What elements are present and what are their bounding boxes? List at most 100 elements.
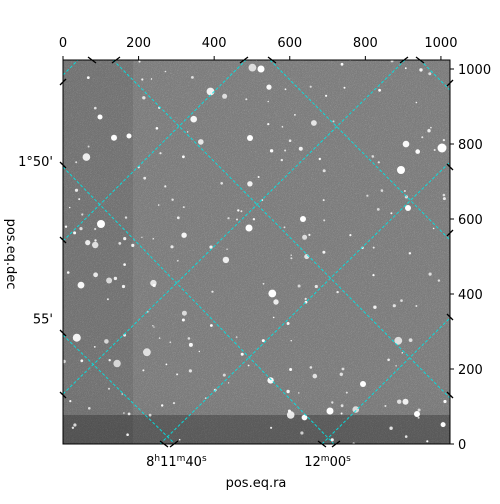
- star: [188, 342, 193, 347]
- star: [123, 263, 126, 266]
- ra-tick-label: 12m00s: [304, 454, 351, 470]
- top-pixel-axis: 0 200 400 600 800 1000: [59, 36, 457, 60]
- star: [176, 216, 180, 220]
- star: [371, 155, 375, 158]
- star: [442, 193, 446, 197]
- star: [158, 337, 161, 339]
- star: [245, 98, 248, 101]
- star: [187, 337, 191, 340]
- edge-tick: [59, 391, 67, 399]
- edge-ticks: [59, 56, 454, 448]
- star: [131, 243, 135, 247]
- bright-star: [405, 205, 411, 211]
- star: [182, 155, 185, 159]
- star: [349, 234, 352, 237]
- star: [378, 88, 381, 92]
- star: [94, 227, 97, 231]
- dec-axis: 1°50' 55': [18, 155, 53, 328]
- star: [148, 413, 152, 417]
- star: [312, 373, 318, 379]
- star: [106, 277, 113, 284]
- star: [430, 126, 432, 129]
- star: [261, 339, 265, 343]
- star: [93, 346, 96, 348]
- star: [415, 101, 418, 104]
- star: [143, 348, 151, 357]
- star: [227, 217, 230, 220]
- star: [268, 289, 277, 298]
- star: [384, 405, 387, 407]
- star: [181, 310, 187, 316]
- edge-tick: [59, 236, 67, 244]
- grid-line: [63, 166, 335, 444]
- star: [372, 274, 375, 277]
- bright-star: [126, 133, 132, 139]
- star: [266, 84, 272, 90]
- star: [164, 70, 167, 73]
- star: [301, 414, 308, 421]
- edge-tick: [415, 56, 425, 64]
- star: [181, 232, 187, 238]
- star: [73, 423, 77, 427]
- star: [138, 60, 141, 63]
- star: [181, 318, 185, 322]
- edge-tick: [267, 56, 277, 64]
- top-tick-label: 1000: [424, 36, 457, 51]
- star: [73, 231, 77, 235]
- ra-axis: 8h11m40s 12m00s: [146, 454, 351, 470]
- star: [161, 404, 164, 407]
- star: [206, 87, 215, 96]
- star: [113, 359, 121, 368]
- star: [286, 322, 290, 325]
- star: [123, 237, 127, 241]
- bright-star: [97, 114, 103, 120]
- star: [75, 161, 78, 164]
- star: [237, 209, 240, 212]
- star: [86, 76, 90, 79]
- star: [270, 426, 273, 429]
- bright-star: [397, 166, 405, 174]
- star: [389, 426, 393, 430]
- star: [124, 216, 128, 219]
- star: [69, 206, 71, 209]
- star: [433, 149, 436, 151]
- star: [82, 153, 91, 161]
- star: [123, 412, 125, 414]
- star: [286, 411, 295, 419]
- star: [376, 208, 380, 211]
- star: [152, 237, 155, 240]
- star: [290, 340, 292, 342]
- star: [332, 120, 335, 123]
- star: [417, 408, 421, 412]
- star: [395, 365, 397, 367]
- star: [171, 198, 174, 201]
- star: [340, 404, 344, 408]
- grid-line: [159, 161, 450, 444]
- star: [152, 325, 154, 327]
- edge-tick: [446, 313, 454, 321]
- star: [304, 297, 307, 300]
- grid-line: [63, 60, 247, 242]
- star: [93, 272, 98, 278]
- edge-tick: [87, 56, 97, 64]
- star: [176, 259, 179, 262]
- star: [155, 127, 159, 130]
- star: [150, 78, 153, 80]
- grid-line: [112, 60, 450, 399]
- right-tick-label: 1000: [458, 63, 491, 78]
- star: [77, 281, 85, 289]
- right-tick-label: 400: [458, 288, 483, 303]
- top-tick-label: 800: [353, 36, 378, 51]
- edge-tick: [59, 329, 67, 337]
- star: [153, 326, 155, 328]
- edge-tick: [446, 163, 454, 171]
- bright-star: [97, 220, 105, 228]
- star: [380, 189, 384, 192]
- star: [290, 257, 293, 260]
- star: [210, 324, 213, 327]
- star: [269, 149, 274, 153]
- star: [106, 298, 109, 301]
- edge-tick: [159, 440, 169, 448]
- star: [66, 271, 70, 274]
- star: [240, 352, 244, 356]
